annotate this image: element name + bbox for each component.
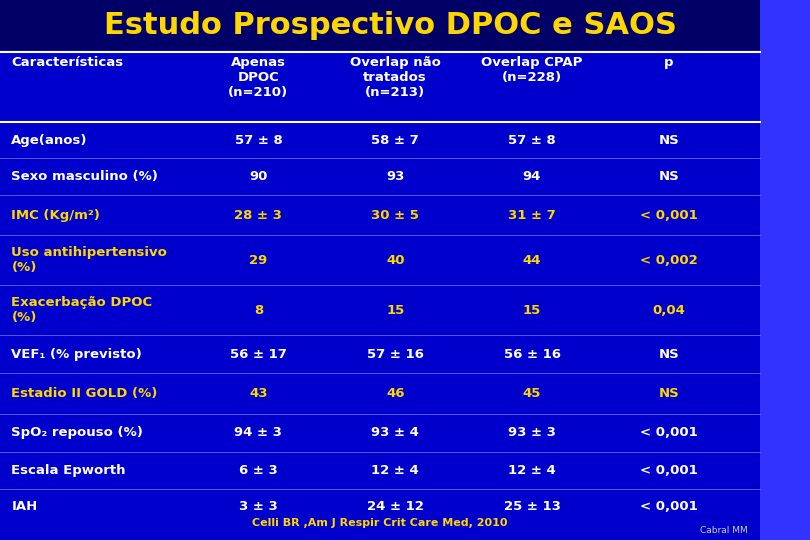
Text: 15: 15 [386,303,404,316]
Text: < 0,001: < 0,001 [640,500,697,513]
Text: 28 ± 3: 28 ± 3 [234,208,283,221]
Text: 8: 8 [254,303,263,316]
Text: 58 ± 7: 58 ± 7 [371,134,419,147]
Text: 29: 29 [249,254,267,267]
Text: 56 ± 16: 56 ± 16 [504,348,561,361]
Bar [760,0,810,540]
Text: 30 ± 5: 30 ± 5 [371,208,419,221]
Text: 25 ± 13: 25 ± 13 [504,500,561,513]
Text: Apenas
DPOC
(n=210): Apenas DPOC (n=210) [228,56,288,99]
Text: 57 ± 8: 57 ± 8 [508,134,556,147]
Text: Exacerbação DPOC
(%): Exacerbação DPOC (%) [11,296,152,324]
Text: 93 ± 4: 93 ± 4 [371,427,419,440]
Text: IAH: IAH [11,500,37,513]
Text: NS: NS [659,387,679,400]
Text: Uso antihipertensivo
(%): Uso antihipertensivo (%) [11,246,168,274]
Text: 3 ± 3: 3 ± 3 [239,500,278,513]
Text: 40: 40 [386,254,404,267]
Text: Sexo masculino (%): Sexo masculino (%) [11,170,158,183]
Text: < 0,001: < 0,001 [640,208,697,221]
Text: 57 ± 8: 57 ± 8 [235,134,282,147]
Text: < 0,001: < 0,001 [640,464,697,477]
Text: NS: NS [659,170,679,183]
Text: Overlap não
tratados
(n=213): Overlap não tratados (n=213) [350,56,441,99]
Text: 46: 46 [386,387,404,400]
Text: 44: 44 [522,254,541,267]
Text: 56 ± 17: 56 ± 17 [230,348,287,361]
Text: Estudo Prospectivo DPOC e SAOS: Estudo Prospectivo DPOC e SAOS [104,10,676,39]
Text: 31 ± 7: 31 ± 7 [508,208,556,221]
Text: 12 ± 4: 12 ± 4 [508,464,556,477]
Text: NS: NS [659,348,679,361]
Text: 93: 93 [386,170,404,183]
Text: 15: 15 [523,303,541,316]
Text: 94: 94 [522,170,541,183]
Text: 45: 45 [522,387,541,400]
Text: Celli BR ,Am J Respir Crit Care Med, 2010: Celli BR ,Am J Respir Crit Care Med, 201… [252,518,508,528]
Text: 94 ± 3: 94 ± 3 [234,427,283,440]
Text: 90: 90 [249,170,267,183]
Text: p: p [664,56,674,69]
Text: Características: Características [11,56,123,69]
Text: 0,04: 0,04 [652,303,685,316]
Text: 24 ± 12: 24 ± 12 [367,500,424,513]
Text: Cabral MM: Cabral MM [701,526,748,535]
Text: 6 ± 3: 6 ± 3 [239,464,278,477]
Text: 57 ± 16: 57 ± 16 [367,348,424,361]
Text: Estadio II GOLD (%): Estadio II GOLD (%) [11,387,158,400]
Text: VEF₁ (% previsto): VEF₁ (% previsto) [11,348,142,361]
Text: NS: NS [659,134,679,147]
Text: IMC (Kg/m²): IMC (Kg/m²) [11,208,100,221]
Text: Escala Epworth: Escala Epworth [11,464,126,477]
Text: Age(anos): Age(anos) [11,134,88,147]
Text: < 0,001: < 0,001 [640,427,697,440]
Text: 43: 43 [249,387,267,400]
Text: Overlap CPAP
(n=228): Overlap CPAP (n=228) [481,56,582,84]
Text: 12 ± 4: 12 ± 4 [371,464,419,477]
Bar [0,0,760,50]
Text: SpO₂ repouso (%): SpO₂ repouso (%) [11,427,143,440]
Text: < 0,002: < 0,002 [640,254,697,267]
Text: 93 ± 3: 93 ± 3 [508,427,556,440]
